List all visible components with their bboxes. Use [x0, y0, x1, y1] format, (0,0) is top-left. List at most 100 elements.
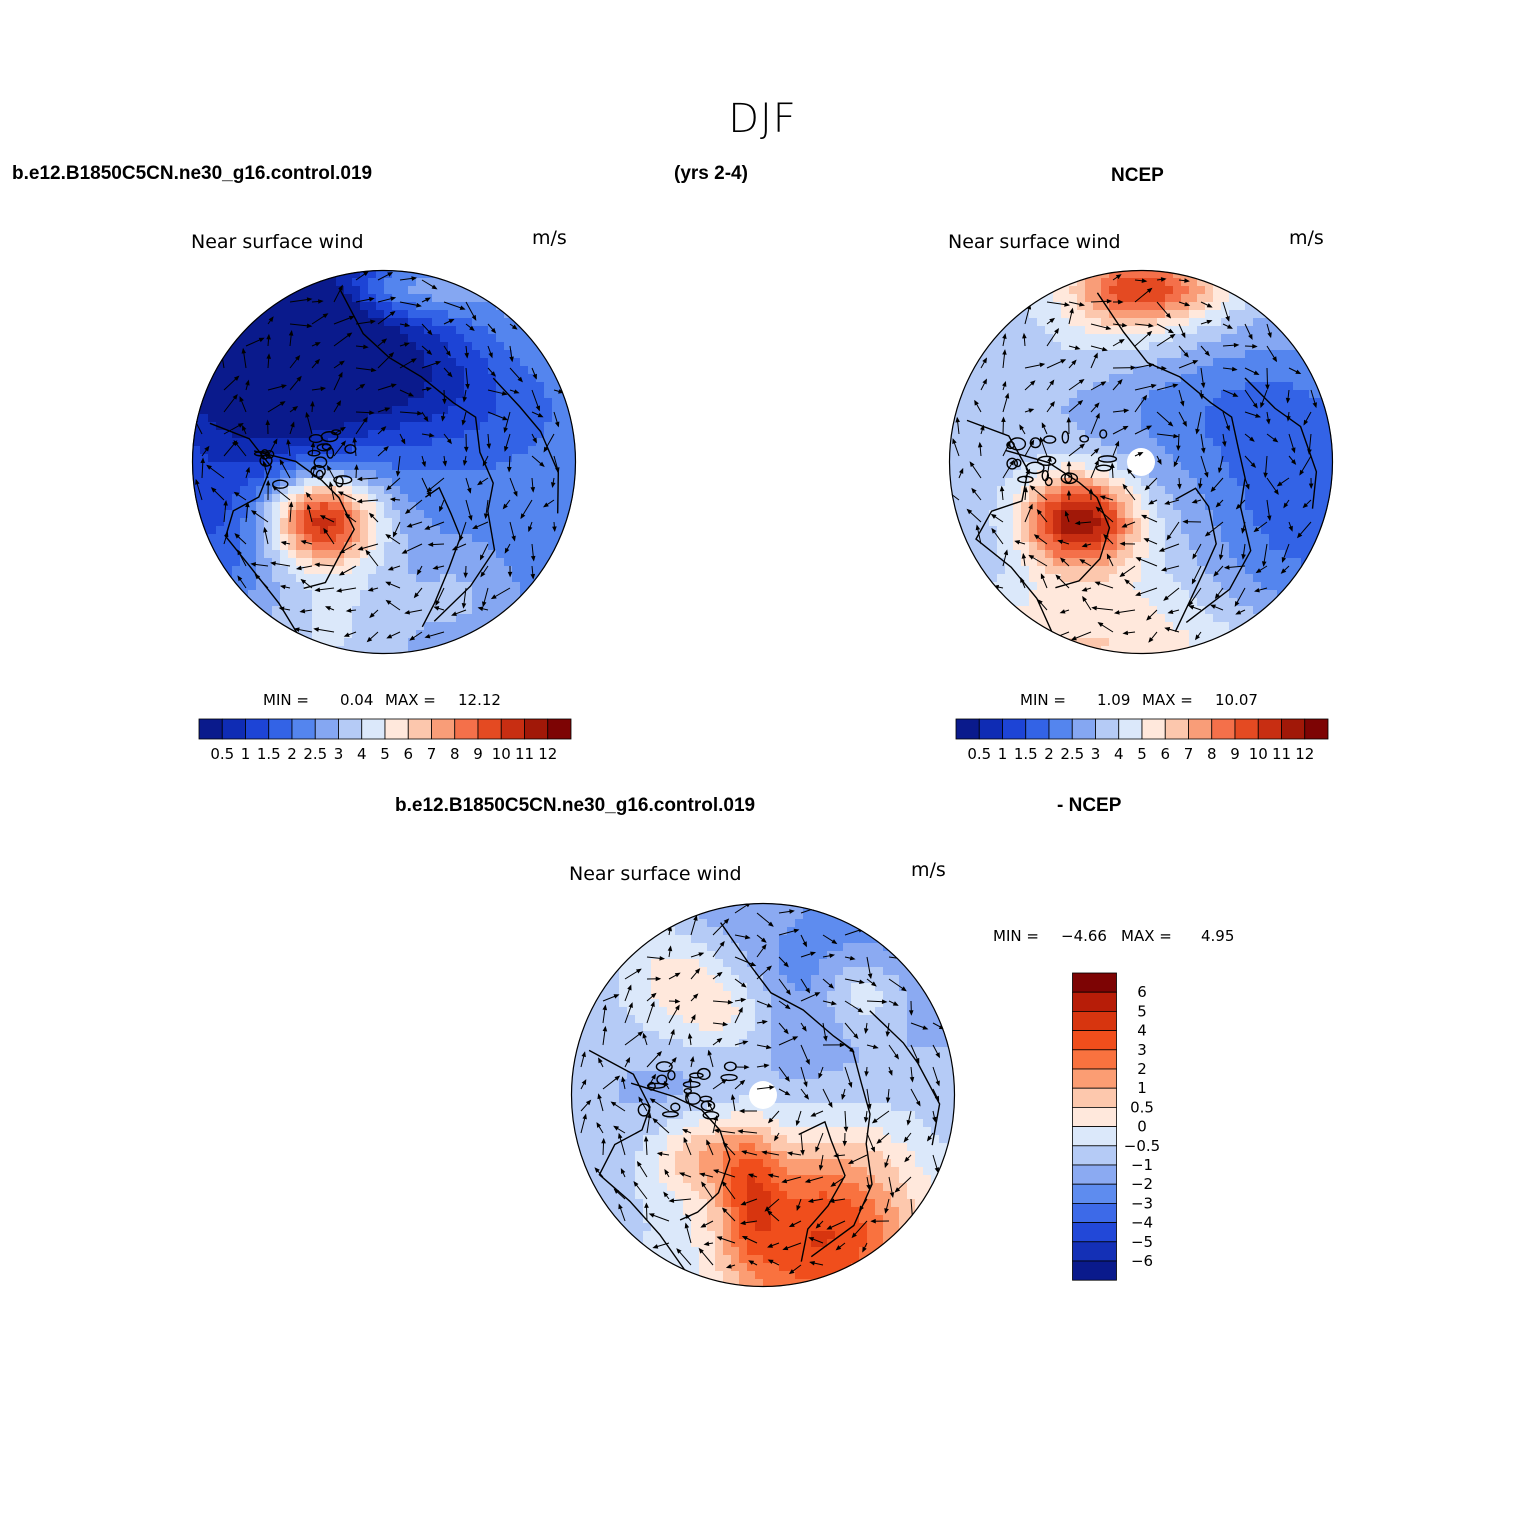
colorbar-tick-label: 7: [1184, 745, 1194, 763]
panel-ncep-max-value: 10.07: [1215, 691, 1258, 709]
panel-diff-map: [570, 902, 956, 1288]
panel-model-units: m/s: [532, 227, 567, 249]
colorbar-swatch: [1072, 1145, 1117, 1166]
colorbar-swatch: [245, 718, 270, 740]
colorbar-tick-label: 11: [515, 745, 534, 763]
colorbar-swatch: [1072, 1202, 1117, 1223]
colorbar-swatch: [1002, 718, 1027, 740]
panel-diff-units: m/s: [911, 859, 946, 881]
colorbar-tick-label: −6: [1131, 1252, 1153, 1270]
colorbar-tick-label: 5: [1137, 745, 1147, 763]
colorbar-swatch: [1304, 718, 1329, 740]
colorbar-tick-label: 4: [1137, 1022, 1147, 1040]
colorbar-swatch: [338, 718, 363, 740]
colorbar-swatch: [431, 718, 456, 740]
map-field: [571, 903, 955, 1287]
colorbar-tick-label: 11: [1272, 745, 1291, 763]
colorbar-swatch: [361, 718, 386, 740]
colorbar-swatch: [547, 718, 572, 740]
colorbar-tick-label: 7: [427, 745, 437, 763]
panel-ncep-min-value: 1.09: [1097, 691, 1131, 709]
colorbar-tick-label: 8: [1207, 745, 1217, 763]
colorbar-tick-label: −1: [1131, 1156, 1153, 1174]
colorbar-tick-label: 5: [380, 745, 390, 763]
colorbar-swatch: [955, 718, 980, 740]
colorbar-tick-label: 2: [1137, 1060, 1147, 1078]
panel-ncep-title: Near surface wind: [948, 231, 1121, 253]
colorbar-swatch: [1095, 718, 1120, 740]
colorbar-swatch: [454, 718, 479, 740]
colorbar-tick-label: 0.5: [1130, 1098, 1154, 1116]
colorbar-swatch: [1118, 718, 1143, 740]
colorbar-tick-label: 1.5: [1014, 745, 1038, 763]
diff-case-label: b.e12.B1850C5CN.ne30_g16.control.019: [395, 795, 756, 816]
colorbar-swatch: [1072, 1068, 1117, 1089]
panel-ncep-map: [948, 269, 1334, 655]
coastlines: [966, 292, 1318, 644]
obs-dataset-label: NCEP: [1111, 165, 1164, 186]
years-label: (yrs 2-4): [674, 163, 748, 184]
colorbar-tick-label: −5: [1131, 1233, 1153, 1251]
colorbar-swatch: [1072, 1260, 1117, 1281]
colorbar-tick-label: 2: [287, 745, 297, 763]
panel-diff-max-value: 4.95: [1201, 927, 1235, 945]
wind-vectors: [949, 274, 1317, 643]
panel-ncep-colorbar: 0.5 1 1.5 2 2.5 3 4 5 6 7 8 9 10 11 12: [955, 718, 1329, 763]
panel-diff-min-value: −4.66: [1061, 927, 1107, 945]
colorbar-tick-label: 3: [1091, 745, 1101, 763]
colorbar-swatch: [1072, 1164, 1117, 1185]
colorbar-swatch: [1072, 1241, 1117, 1262]
colorbar-swatch: [1072, 1222, 1117, 1243]
colorbar-swatch: [1072, 1011, 1117, 1032]
panel-diff-min-label: MIN =: [993, 927, 1044, 945]
colorbar-tick-label: 10: [1249, 745, 1268, 763]
map-border: [948, 269, 1334, 655]
colorbar-tick-label: 12: [538, 745, 557, 763]
wind-vectors: [193, 271, 565, 643]
colorbar-swatch: [477, 718, 502, 740]
colorbar-tick-label: 8: [450, 745, 460, 763]
colorbar-tick-label: 2.5: [1060, 745, 1084, 763]
panel-model-title: Near surface wind: [191, 231, 364, 253]
panel-model-map: [191, 269, 577, 655]
colorbar-swatch: [1072, 1030, 1117, 1051]
panel-model-max-value: 12.12: [458, 691, 501, 709]
panel-ncep-units: m/s: [1289, 227, 1324, 249]
colorbar-tick-label: −3: [1131, 1194, 1153, 1212]
colorbar-tick-label: 3: [334, 745, 344, 763]
colorbar-swatch: [291, 718, 316, 740]
panel-diff-max-label: MAX =: [1121, 927, 1177, 945]
colorbar-swatch: [1072, 1106, 1117, 1127]
colorbar-swatch: [314, 718, 339, 740]
colorbar-swatch: [500, 718, 525, 740]
colorbar-swatch: [268, 718, 293, 740]
colorbar-tick-label: 6: [1137, 983, 1147, 1001]
colorbar-tick-label: 1: [998, 745, 1008, 763]
colorbar-tick-label: −2: [1131, 1175, 1153, 1193]
map-field: [192, 270, 576, 654]
colorbar-swatch: [1257, 718, 1282, 740]
colorbar-tick-label: 2: [1044, 745, 1054, 763]
colorbar-swatch: [1048, 718, 1073, 740]
colorbar-swatch: [1072, 972, 1117, 993]
colorbar-tick-label: 0.5: [967, 745, 991, 763]
colorbar-tick-label: 9: [1230, 745, 1240, 763]
colorbar-tick-label: 9: [473, 745, 483, 763]
map-border: [570, 902, 956, 1288]
colorbar-tick-label: 1.5: [257, 745, 281, 763]
colorbar-tick-label: 6: [403, 745, 413, 763]
colorbar-swatch: [524, 718, 549, 740]
colorbar-swatch: [978, 718, 1003, 740]
colorbar-swatch: [1141, 718, 1166, 740]
colorbar-tick-label: 12: [1295, 745, 1314, 763]
colorbar-tick-label: 4: [357, 745, 367, 763]
map-field: [949, 270, 1333, 654]
colorbar-tick-label: −4: [1131, 1214, 1153, 1232]
colorbar-swatch: [1164, 718, 1189, 740]
wind-vectors: [580, 903, 945, 1275]
panel-ncep-max-label: MAX =: [1142, 691, 1198, 709]
colorbar-swatch: [407, 718, 432, 740]
figure-title: DJF: [728, 96, 797, 142]
colorbar-swatch: [1072, 1183, 1117, 1204]
